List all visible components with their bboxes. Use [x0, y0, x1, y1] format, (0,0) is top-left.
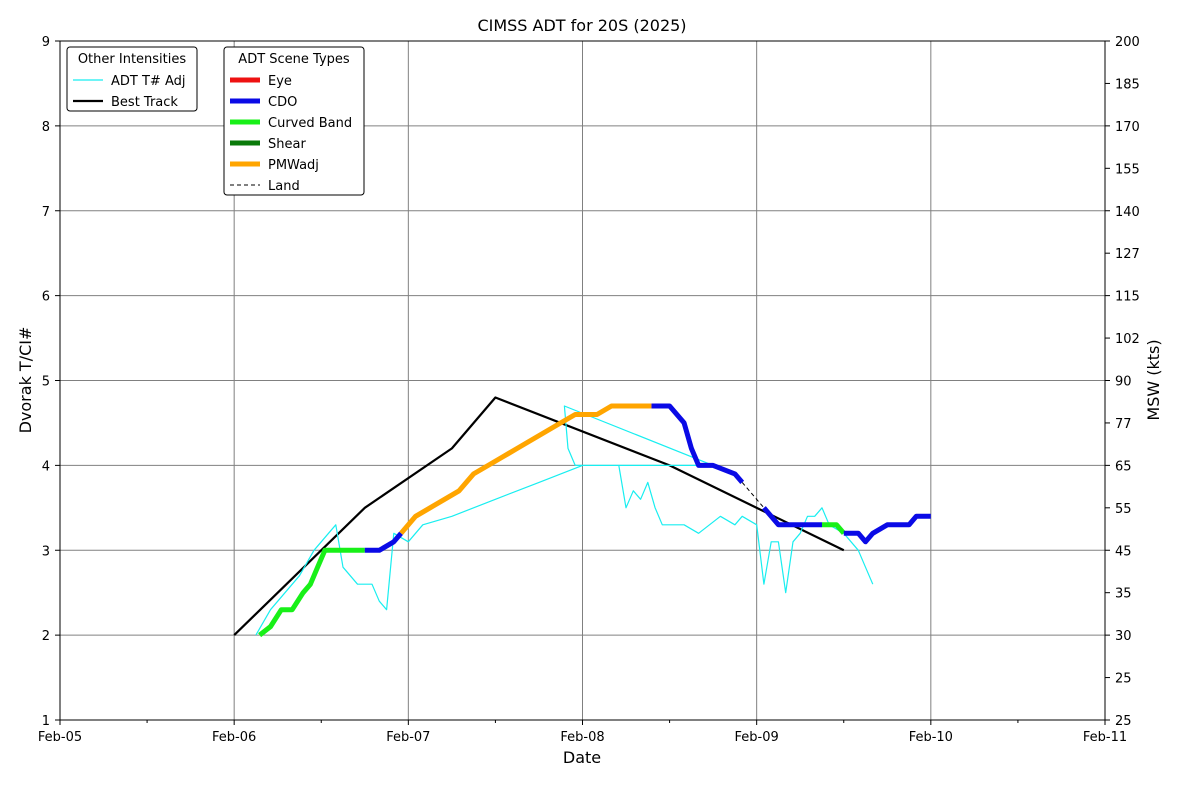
x-tick-label: Feb-08	[560, 730, 604, 745]
y2-tick-label: 55	[1115, 502, 1132, 517]
legend-title: Other Intensities	[78, 52, 187, 67]
y2-tick-label: 200	[1115, 35, 1140, 50]
x-axis-label: Date	[563, 748, 601, 767]
series-line-land	[741, 482, 765, 509]
legend-label: Shear	[268, 137, 306, 152]
series-line-cdo	[364, 531, 403, 553]
y-tick-label: 9	[42, 35, 50, 50]
y-tick-label: 5	[42, 375, 50, 390]
grid	[60, 41, 1105, 720]
legend-other-intensities: Other Intensities ADT T# Adj Best Track	[66, 46, 198, 112]
x-tick-label: Feb-05	[38, 730, 82, 745]
series-line-best	[233, 396, 845, 636]
y-tick-label: 7	[42, 205, 50, 220]
x-tick-label: Feb-10	[909, 730, 953, 745]
legend-label: Curved Band	[268, 116, 352, 131]
legend-title: ADT Scene Types	[238, 52, 350, 67]
legend-label: Best Track	[111, 95, 178, 110]
x-tick-label: Feb-07	[386, 730, 430, 745]
legend-scene-types: ADT Scene Types Eye CDO Curved Band Shear PMW…	[223, 46, 365, 196]
y2-tick-label: 127	[1115, 247, 1140, 262]
y-tick-label: 2	[42, 629, 50, 644]
series-layer	[233, 396, 931, 638]
legend-label: PMWadj	[268, 158, 319, 173]
y2-tick-label: 140	[1115, 205, 1140, 220]
y2-tick-label: 45	[1115, 544, 1132, 559]
legend-box	[66, 46, 198, 112]
series-line-pmwadj	[399, 403, 652, 535]
y2-tick-label: 115	[1115, 290, 1140, 305]
legend-label: CDO	[268, 95, 297, 110]
series-line-tadj	[255, 405, 874, 636]
y2-tick-label: 185	[1115, 77, 1140, 92]
y2-tick-label: 102	[1115, 332, 1140, 347]
y-tick-label: 6	[42, 290, 50, 305]
x-tick-label: Feb-09	[735, 730, 779, 745]
y-tick-label: 4	[42, 459, 50, 474]
y-tick-label: 8	[42, 120, 50, 135]
y2-tick-label: 170	[1115, 120, 1140, 135]
series-line-cdo	[651, 403, 745, 485]
axes: Feb-05 Feb-06 Feb-07 Feb-08 Feb-09 Feb-10 Feb-…	[38, 35, 1140, 745]
y2-tick-label: 35	[1115, 587, 1132, 602]
y2-tick-label: 90	[1115, 375, 1132, 390]
series-line-curved-band	[822, 522, 846, 535]
x-tick-label: Feb-11	[1083, 730, 1127, 745]
y-tick-label: 1	[42, 714, 50, 729]
y2-tick-label: 155	[1115, 162, 1140, 177]
x-tick-label: Feb-06	[212, 730, 256, 745]
legend-label: ADT T# Adj	[111, 74, 185, 89]
chart-title: CIMSS ADT for 20S (2025)	[477, 16, 686, 35]
y2-tick-label: 65	[1115, 459, 1132, 474]
series-line-cdo	[761, 506, 822, 528]
y2-tick-label: 30	[1115, 629, 1132, 644]
series-line-cdo	[843, 513, 931, 545]
series-line-curved-band	[258, 547, 365, 638]
y-axis-label: Dvorak T/CI#	[16, 327, 35, 434]
y2-axis-label: MSW (kts)	[1144, 339, 1163, 420]
y-tick-label: 3	[42, 544, 50, 559]
legend-label: Eye	[268, 74, 292, 89]
y2-tick-label: 25	[1115, 714, 1132, 729]
legend-box	[223, 46, 365, 196]
legend-label: Land	[268, 179, 300, 194]
y2-tick-label: 25	[1115, 672, 1132, 687]
y2-tick-label: 77	[1115, 417, 1132, 432]
